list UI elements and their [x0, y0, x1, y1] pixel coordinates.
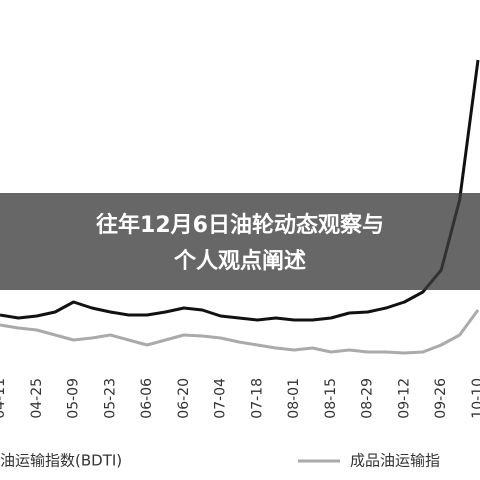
x-tick-label: 05-09 — [66, 378, 82, 419]
x-tick-label: 06-20 — [176, 378, 192, 419]
data-line — [0, 309, 480, 355]
x-tick-label: 04-11 — [0, 378, 8, 419]
legend-label: 成品油运输指 — [350, 452, 440, 470]
data-line — [0, 59, 480, 322]
x-tick-label: 10-10 — [470, 378, 480, 419]
x-tick-label: 06-06 — [139, 378, 155, 419]
x-tick-label: 09-26 — [433, 378, 449, 419]
x-tick-label: 05-23 — [102, 378, 118, 419]
legend-label: 油运输指数(BDTI) — [0, 452, 122, 470]
title-line: 个人观点阐述 — [174, 248, 306, 274]
x-tick-label: 08-29 — [360, 378, 376, 419]
x-tick-label: 08-01 — [286, 378, 302, 419]
title-band — [0, 193, 480, 290]
x-tick-label: 09-12 — [396, 378, 412, 419]
x-tick-label: 04-25 — [29, 378, 45, 419]
x-tick-label: 07-18 — [249, 378, 265, 419]
title-line: 往年12月6日油轮动态观察与 — [96, 212, 384, 238]
x-tick-label: 08-15 — [323, 378, 339, 419]
x-tick-label: 07-04 — [213, 378, 229, 419]
